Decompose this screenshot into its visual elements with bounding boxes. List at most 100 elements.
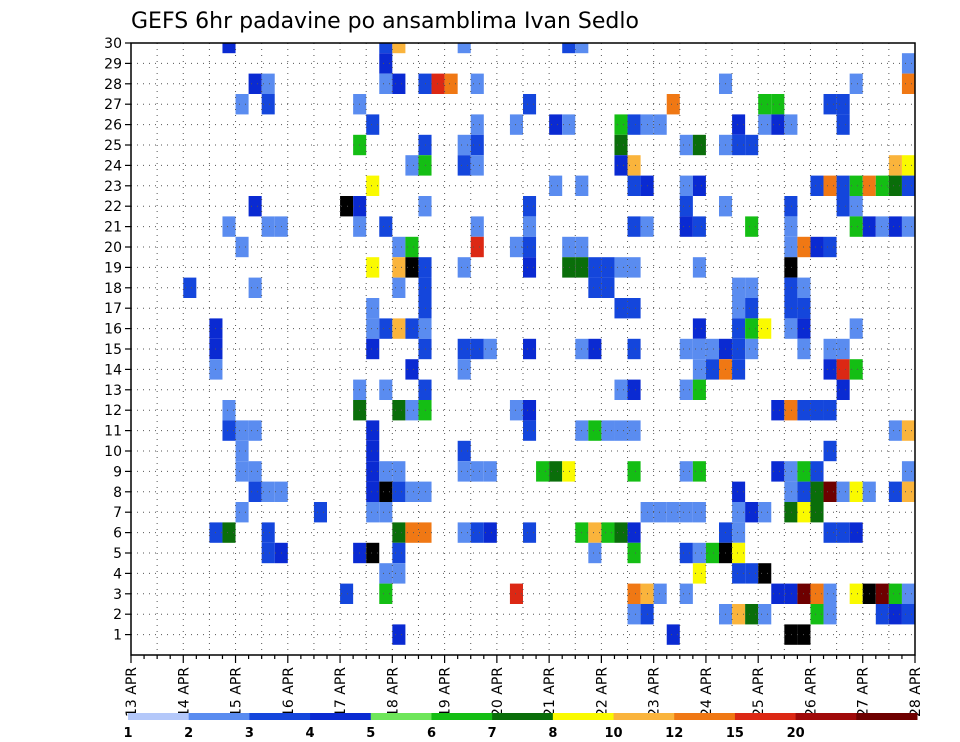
heatmap-cell <box>901 216 915 237</box>
heatmap-cell <box>523 94 537 115</box>
heatmap-cell <box>888 481 902 502</box>
heatmap-cell <box>666 624 680 645</box>
heatmap-cell <box>901 481 915 502</box>
heatmap-cell <box>366 481 380 502</box>
y-tick-label: 17 <box>104 301 122 317</box>
heatmap-cell <box>784 624 798 645</box>
colorbar-swatch <box>856 713 918 720</box>
heatmap-cell <box>784 114 798 135</box>
heatmap-cell <box>470 522 484 543</box>
heatmap-cell <box>470 338 484 360</box>
heatmap-cell <box>849 318 863 339</box>
heatmap-cell <box>470 114 484 135</box>
heatmap-cell <box>705 359 719 380</box>
heatmap-cell <box>836 338 850 360</box>
heatmap-cell <box>457 134 471 156</box>
heatmap-cell <box>614 522 628 543</box>
heatmap-cell <box>601 522 615 543</box>
heatmap-cell <box>366 318 380 339</box>
heatmap-cell <box>732 502 746 523</box>
heatmap-cell <box>379 53 393 74</box>
heatmap-cell <box>523 257 537 278</box>
heatmap-cell <box>901 155 915 176</box>
heatmap-cell <box>405 359 419 380</box>
heatmap-cell <box>523 522 537 543</box>
heatmap-cell <box>457 257 471 278</box>
y-tick-label: 24 <box>104 158 122 174</box>
colorbar-swatch <box>613 713 675 720</box>
heatmap-cell <box>679 216 693 237</box>
heatmap-cell <box>222 216 236 237</box>
heatmap-cell <box>849 522 863 543</box>
heatmap-cell <box>666 502 680 523</box>
heatmap-cell <box>562 114 576 135</box>
heatmap-cell <box>692 257 706 278</box>
x-tick-label: 16 APR <box>281 667 297 717</box>
heatmap-cell <box>470 216 484 237</box>
heatmap-cell <box>235 502 249 523</box>
heatmap-cell <box>627 604 641 625</box>
heatmap-cell <box>248 196 262 217</box>
x-tick-label: 25 APR <box>751 667 767 717</box>
heatmap-cell <box>248 73 262 94</box>
heatmap-cell <box>823 400 837 421</box>
y-tick-label: 27 <box>104 97 122 113</box>
heatmap-cell <box>810 400 824 421</box>
heatmap-cell <box>679 379 693 400</box>
colorbar-swatch <box>552 713 615 720</box>
heatmap-cell <box>366 175 380 196</box>
heatmap-cell <box>601 420 615 441</box>
heatmap-cell <box>784 257 798 278</box>
colorbar-swatch <box>795 713 857 720</box>
colorbar-label: 20 <box>787 726 805 741</box>
heatmap-cell <box>771 461 785 482</box>
colorbar-swatch <box>249 713 311 720</box>
heatmap-cell <box>366 114 380 135</box>
heatmap-cell <box>588 420 602 441</box>
heatmap-cell <box>470 73 484 94</box>
heatmap-cell <box>888 420 902 441</box>
heatmap-cell <box>692 175 706 196</box>
y-tick-label: 5 <box>113 546 122 562</box>
heatmap-cell <box>745 502 759 523</box>
x-tick-label: 23 APR <box>647 667 663 717</box>
heatmap-cell <box>601 257 615 278</box>
heatmap-cell <box>653 114 667 135</box>
heatmap-cell <box>235 461 249 482</box>
heatmap-cell <box>261 94 275 115</box>
colorbar-label: 12 <box>665 726 683 741</box>
heatmap-cell <box>470 236 484 258</box>
heatmap-cell <box>457 522 471 543</box>
heatmap-cell <box>784 318 798 339</box>
heatmap-cell <box>614 298 628 319</box>
heatmap-cell <box>679 461 693 482</box>
heatmap-cell <box>392 563 406 584</box>
heatmap-cell <box>627 257 641 278</box>
heatmap-cell <box>849 481 863 502</box>
heatmap-cell <box>810 461 824 482</box>
heatmap-cell <box>627 216 641 237</box>
heatmap-cell <box>562 257 576 278</box>
heatmap-cell <box>901 604 915 625</box>
heatmap-cell <box>588 277 602 298</box>
x-tick-label: 24 APR <box>699 667 715 717</box>
heatmap-cell <box>470 134 484 156</box>
heatmap-cell <box>248 481 262 502</box>
heatmap-cell <box>379 73 393 94</box>
heatmap-cell <box>627 420 641 441</box>
heatmap-cell <box>627 338 641 360</box>
heatmap-cell <box>366 542 380 564</box>
heatmap-cell <box>692 318 706 339</box>
colorbar-label: 2 <box>184 726 193 741</box>
heatmap-cell <box>771 583 785 604</box>
heatmap-cell <box>457 43 471 54</box>
colorbar-label: 8 <box>548 726 557 741</box>
heatmap-cell <box>823 175 837 196</box>
heatmap-cell <box>732 277 746 298</box>
heatmap-cell <box>732 359 746 380</box>
y-tick-label: 14 <box>104 362 122 378</box>
heatmap-cell <box>836 94 850 115</box>
heatmap-cell <box>614 420 628 441</box>
heatmap-cell <box>810 481 824 502</box>
colorbar-label: 3 <box>245 726 254 741</box>
